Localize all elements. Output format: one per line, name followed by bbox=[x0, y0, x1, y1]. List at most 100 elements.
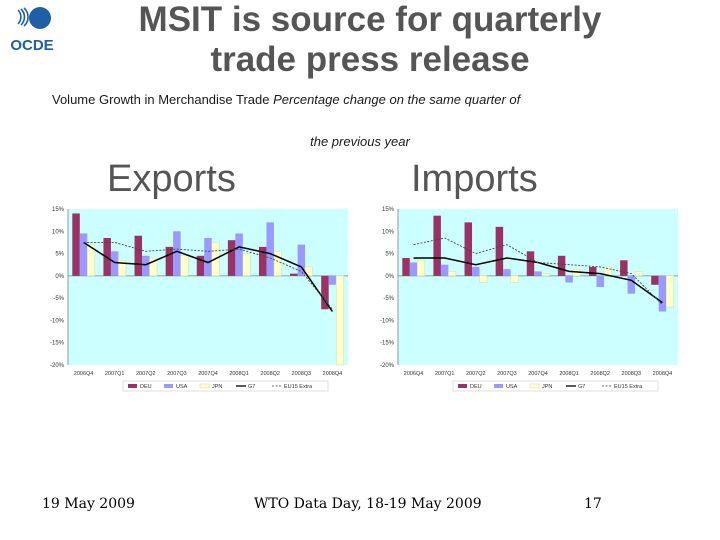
imports-y-tick-label: -5% bbox=[383, 296, 394, 302]
imports-bar-jpn-2007q2 bbox=[479, 275, 488, 283]
title-line-1: MSIT is source for quarterly bbox=[138, 0, 602, 39]
exports-x-tick-label: 2007Q4 bbox=[198, 371, 218, 377]
imports-x-tick-label: 2008Q4 bbox=[653, 371, 673, 377]
exports-y-tick-label: 10% bbox=[52, 229, 65, 235]
exports-x-tick-label: 2006Q4 bbox=[74, 371, 94, 377]
subtitle-main: Volume Growth in Merchandise Trade bbox=[52, 92, 274, 107]
exports-bar-deu-2008q1 bbox=[227, 240, 236, 276]
exports-legend-label: EU15 Extra bbox=[284, 384, 313, 390]
logo-arc-3 bbox=[23, 7, 29, 27]
imports-bar-jpn-2006q4 bbox=[417, 260, 426, 277]
exports-y-tick-label: -15% bbox=[50, 341, 65, 347]
exports-bar-deu-2008q4 bbox=[321, 275, 329, 310]
imports-x-tick-label: 2007Q3 bbox=[497, 371, 517, 377]
exports-bar-usa-2007q2 bbox=[142, 255, 150, 276]
chart-subtitle-line2: the previous year bbox=[310, 134, 410, 149]
imports-y-tick-label: -20% bbox=[380, 363, 395, 369]
imports-bar-deu-2007q2 bbox=[464, 222, 473, 276]
imports-legend-label: G7 bbox=[578, 384, 585, 390]
exports-x-tick-label: 2008Q4 bbox=[323, 371, 343, 377]
exports-line-eu15-extra bbox=[83, 241, 333, 310]
imports-x-tick-label: 2008Q1 bbox=[559, 371, 579, 377]
exports-bar-usa-2007q3 bbox=[173, 231, 181, 276]
imports-y-tick-label: 0% bbox=[385, 274, 394, 280]
logo-text: OCDE bbox=[10, 37, 53, 54]
imports-bar-usa-2007q4 bbox=[534, 271, 542, 276]
imports-bar-usa-2008q2 bbox=[596, 275, 604, 287]
exports-legend-label: G7 bbox=[248, 384, 255, 390]
imports-legend-swatch-deu bbox=[458, 384, 467, 388]
exports-y-tick-label: 0% bbox=[55, 274, 64, 280]
imports-bar-deu-2008q1 bbox=[557, 255, 566, 276]
imports-bar-usa-2007q2 bbox=[472, 266, 480, 276]
imports-bar-deu-2008q2 bbox=[588, 266, 597, 276]
exports-bar-jpn-2007q3 bbox=[180, 255, 189, 277]
exports-legend-swatch-deu bbox=[128, 384, 137, 388]
imports-x-tick-label: 2007Q4 bbox=[528, 371, 548, 377]
footer-date: 19 May 2009 bbox=[42, 496, 135, 512]
exports-x-tick-label: 2008Q2 bbox=[260, 371, 280, 377]
exports-bar-deu-2008q3 bbox=[290, 273, 298, 276]
imports-y-tick-label: 5% bbox=[385, 252, 394, 258]
exports-x-tick-label: 2007Q3 bbox=[167, 371, 187, 377]
exports-x-tick-label: 2008Q3 bbox=[292, 371, 312, 377]
imports-bar-jpn-2007q1 bbox=[448, 271, 457, 277]
imports-title: Imports bbox=[411, 158, 538, 200]
exports-title: Exports bbox=[107, 158, 236, 200]
exports-y-tick-label: -20% bbox=[50, 363, 65, 369]
imports-bar-jpn-2007q4 bbox=[541, 273, 550, 277]
imports-y-tick-label: 15% bbox=[382, 207, 395, 213]
exports-bar-jpn-2008q2 bbox=[273, 251, 282, 277]
exports-legend-label: USA bbox=[176, 384, 188, 390]
imports-x-tick-label: 2007Q2 bbox=[466, 371, 486, 377]
exports-bar-usa-2008q1 bbox=[235, 233, 243, 276]
imports-bar-deu-2008q4 bbox=[651, 275, 659, 285]
imports-legend-swatch-jpn bbox=[529, 383, 540, 389]
imports-bar-jpn-2008q3 bbox=[634, 271, 643, 277]
imports-legend-swatch-usa bbox=[494, 384, 503, 388]
chart-subtitle: Volume Growth in Merchandise Trade Perce… bbox=[52, 92, 520, 107]
footer-event: WTO Data Day, 18-19 May 2009 bbox=[254, 496, 482, 512]
logo-globe bbox=[29, 7, 51, 29]
imports-bar-usa-2006q4 bbox=[409, 262, 418, 276]
exports-bar-jpn-2006q4 bbox=[87, 244, 96, 277]
imports-bar-deu-2008q3 bbox=[620, 260, 628, 276]
imports-bar-usa-2007q3 bbox=[503, 269, 511, 276]
exports-bar-deu-2007q4 bbox=[196, 255, 205, 276]
oecd-logo: OCDE bbox=[10, 7, 54, 54]
imports-bar-jpn-2008q4 bbox=[665, 275, 674, 308]
exports-bar-usa-2008q3 bbox=[297, 244, 306, 276]
imports-line-eu15-extra bbox=[413, 237, 663, 306]
exports-y-tick-label: -10% bbox=[50, 318, 65, 324]
exports-legend-label: DEU bbox=[140, 384, 152, 390]
imports-legend-label: USA bbox=[506, 384, 518, 390]
imports-legend-label: DEU bbox=[470, 384, 482, 390]
exports-bar-usa-2007q1 bbox=[110, 251, 119, 276]
exports-legend-box bbox=[122, 380, 329, 392]
footer-page-number: 17 bbox=[584, 496, 602, 512]
imports-y-tick-label: -10% bbox=[380, 318, 395, 324]
imports-bar-deu-2007q1 bbox=[433, 215, 441, 276]
exports-line-g7 bbox=[83, 241, 334, 312]
logo-arc-1 bbox=[17, 9, 22, 25]
imports-legend-box bbox=[452, 380, 659, 392]
exports-bar-deu-2008q2 bbox=[258, 246, 267, 276]
exports-x-tick-label: 2007Q1 bbox=[105, 371, 125, 377]
exports-chart: 15% 10% 5% 0% -5% -10% -15% -20% 2006Q4 2007Q1 200… bbox=[50, 207, 348, 392]
imports-bar-usa-2008q3 bbox=[627, 275, 636, 294]
imports-y-tick-label: -15% bbox=[380, 341, 395, 347]
exports-bar-usa-2008q4 bbox=[328, 275, 337, 285]
imports-chart: 15% 10% 5% 0% -5% -10% -15% -20% 2006Q4 2007Q1 200… bbox=[380, 207, 678, 392]
exports-x-tick-label: 2008Q1 bbox=[229, 371, 249, 377]
title-line-2: trade press release bbox=[210, 40, 530, 79]
imports-bar-usa-2008q4 bbox=[658, 275, 667, 312]
imports-x-tick-label: 2006Q4 bbox=[404, 371, 424, 377]
imports-bar-deu-2006q4 bbox=[402, 258, 410, 276]
exports-bar-deu-2006q4 bbox=[72, 213, 80, 276]
imports-bar-jpn-2007q3 bbox=[510, 275, 519, 283]
imports-bar-deu-2007q3 bbox=[495, 226, 504, 276]
exports-bar-jpn-2008q4 bbox=[335, 275, 344, 366]
exports-legend-label: JPN bbox=[212, 384, 222, 390]
subtitle-italic: Percentage change on the same quarter of bbox=[273, 92, 521, 107]
imports-y-tick-label: 10% bbox=[382, 229, 395, 235]
